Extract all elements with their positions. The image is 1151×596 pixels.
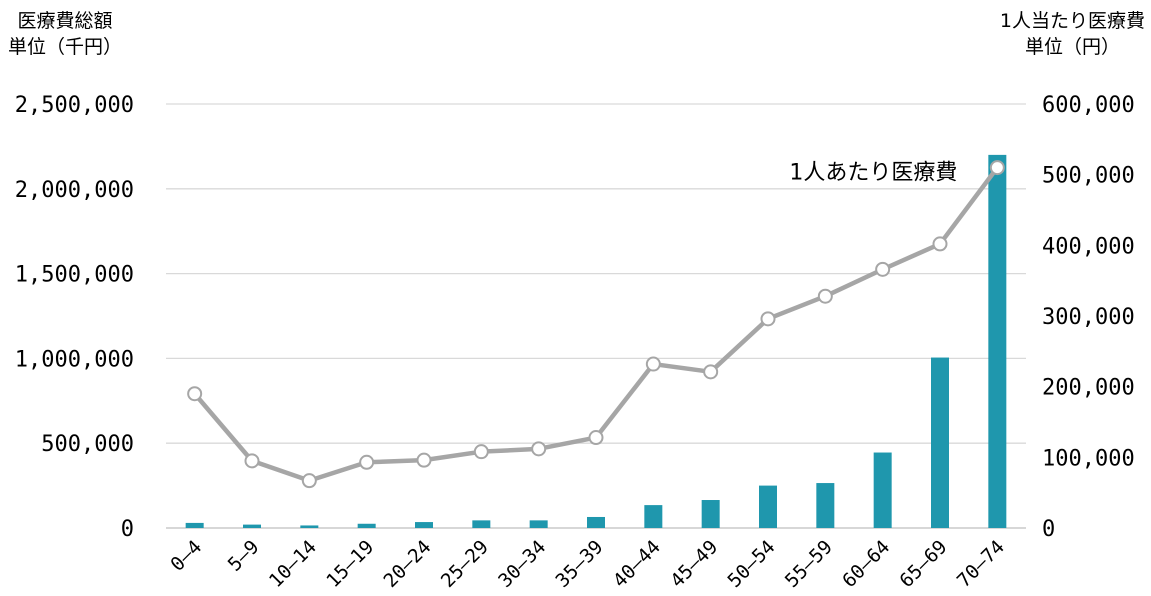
- line-point: [989, 160, 1005, 176]
- bar: [644, 505, 663, 528]
- left-axis-title-line2: 単位（千円）: [8, 36, 123, 58]
- bar: [816, 483, 835, 528]
- line-point: [187, 386, 203, 402]
- x-tick-label: 35–39: [552, 536, 608, 592]
- y-left-tick-label: 500,000: [41, 432, 134, 457]
- line-point: [645, 356, 661, 372]
- y-left-tick-label: 0: [121, 517, 134, 542]
- bar: [472, 520, 491, 528]
- y-left-tick-label: 1,000,000: [15, 347, 134, 372]
- line-point: [703, 364, 719, 380]
- y-right-tick-label: 300,000: [1042, 305, 1135, 330]
- left-axis-title: 医療費総額 単位（千円）: [8, 8, 122, 60]
- bar: [185, 522, 204, 528]
- right-axis-title: 1人当たり医療費 単位（円）: [1000, 8, 1145, 60]
- right-axis-title-line1: 1人当たり医療費: [999, 10, 1145, 32]
- line-point: [817, 288, 833, 304]
- bar: [243, 524, 261, 528]
- x-tick-label: 50–54: [724, 536, 780, 592]
- bar: [587, 516, 605, 528]
- bar: [529, 520, 548, 528]
- bar: [415, 522, 433, 528]
- y-right-tick-label: 600,000: [1042, 93, 1135, 118]
- y-right-tick-label: 0: [1042, 517, 1055, 542]
- y-left-tick-label: 1,500,000: [15, 263, 134, 288]
- bar: [873, 452, 892, 528]
- line-point: [244, 453, 260, 469]
- bar: [701, 500, 720, 528]
- line-point: [531, 441, 547, 457]
- line-point: [416, 452, 432, 468]
- y-right-tick-label: 500,000: [1042, 164, 1135, 189]
- x-tick-label: 45–49: [666, 536, 722, 592]
- x-tick-label: 20–24: [380, 536, 436, 592]
- right-axis-title-line2: 単位（円）: [1024, 36, 1120, 58]
- y-right-tick-label: 200,000: [1042, 376, 1135, 401]
- bar: [931, 357, 949, 528]
- y-right-tick-label: 400,000: [1042, 234, 1135, 259]
- y-left-tick-label: 2,500,000: [15, 93, 134, 118]
- y-right-tick-label: 100,000: [1042, 446, 1135, 471]
- line-point: [760, 311, 776, 327]
- line-point: [588, 430, 604, 446]
- x-tick-label: 40–44: [609, 536, 665, 592]
- bar: [759, 485, 777, 528]
- bar: [300, 525, 319, 528]
- line-point: [932, 236, 948, 252]
- bar: [988, 154, 1007, 528]
- x-tick-label: 25–29: [437, 536, 493, 592]
- x-tick-label: 10–14: [265, 536, 321, 592]
- series-label: 1人あたり医療費: [789, 161, 957, 186]
- left-axis-title-line1: 医療費総額: [17, 10, 113, 32]
- line-point: [359, 454, 375, 470]
- bar: [357, 523, 376, 528]
- y-left-tick-label: 2,000,000: [15, 178, 134, 203]
- line-point: [875, 261, 891, 277]
- x-tick-label: 60–64: [838, 536, 894, 592]
- x-tick-label: 70–74: [953, 536, 1009, 592]
- x-tick-label: 0–4: [166, 536, 206, 576]
- x-tick-label: 15–19: [322, 536, 378, 592]
- line-point: [301, 473, 317, 489]
- x-tick-label: 65–69: [896, 536, 952, 592]
- x-tick-label: 30–34: [494, 536, 550, 592]
- x-tick-label: 5–9: [224, 536, 264, 576]
- line-point: [473, 444, 489, 460]
- x-tick-label: 55–59: [781, 536, 837, 592]
